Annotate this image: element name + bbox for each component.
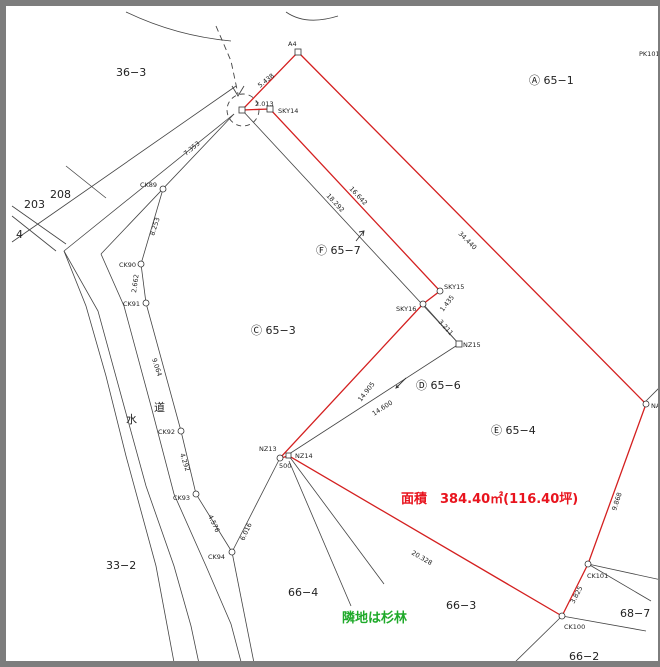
parcel-66-2: 66−2 — [569, 650, 599, 663]
dim-1435: 1.435 — [438, 294, 456, 314]
line-ck94-south — [231, 551, 255, 661]
line-ck89-edge — [100, 113, 235, 255]
parcel-d-65-6: Ⓓ 65−6 — [416, 379, 461, 392]
point-ck89: CK89 — [140, 181, 157, 189]
point-ck90: CK90 — [119, 261, 136, 269]
dim-4576: 4.576 — [206, 513, 221, 533]
parcel-36-3: 36−3 — [116, 66, 146, 79]
parcel-33-2: 33−2 — [106, 559, 136, 572]
parcel-203: 203 — [24, 198, 45, 211]
line-sky16-nz15 — [422, 303, 460, 345]
line-nz14-lower — [288, 455, 385, 585]
dim-6016: 6.016 — [239, 522, 254, 542]
line-ck101-east2 — [587, 563, 658, 580]
dim-9868: 9.868 — [610, 491, 623, 511]
point-ck101: CK101 — [587, 572, 608, 580]
line-nz15-nz14 — [285, 343, 460, 457]
line-208-top — [11, 85, 237, 243]
marker-sky16 — [419, 300, 427, 308]
dim-2013: 2.013 — [255, 100, 274, 108]
curve-road-edge-top — [125, 11, 232, 42]
dim-3211: 3.211 — [437, 318, 455, 337]
line-203-second — [11, 215, 57, 252]
label-road: 道 — [154, 400, 165, 414]
marker-ck100 — [558, 612, 566, 620]
point-ck94: CK94 — [208, 553, 225, 561]
dim-20328: 20.328 — [410, 549, 434, 567]
point-sky16: SKY16 — [396, 305, 416, 313]
marker-ck90 — [137, 260, 145, 268]
dim-2662: 2.662 — [130, 274, 141, 294]
point-ck93: CK93 — [173, 494, 190, 502]
point-nz15: NZ15 — [463, 341, 481, 349]
line-nz14-lower2 — [288, 460, 352, 607]
line-ck101-east — [587, 563, 652, 602]
point-ck92: CK92 — [158, 428, 175, 436]
dim-7353: 7.353 — [182, 139, 201, 157]
marker-nz15 — [455, 340, 463, 348]
dim-34440: 34.440 — [457, 230, 479, 252]
line-road-east-edge — [140, 188, 233, 553]
survey-plot-drawing: 36−3 208 203 4 Ⓐ 65−1 Ⓕ 65−7 Ⓒ 65−3 Ⓓ 65… — [11, 11, 660, 663]
point-a4: A4 — [288, 40, 297, 48]
line-ck100-south — [515, 615, 563, 661]
line-ck94-nz13 — [231, 457, 281, 553]
survey-markers — [137, 48, 650, 620]
marker-circle-point — [238, 106, 246, 114]
area-note: 面積 384.40㎡(116.40坪) — [401, 491, 578, 507]
boundary-polygon — [240, 51, 647, 617]
dim-3825: 3.825 — [569, 585, 585, 605]
marker-sky14 — [266, 105, 274, 113]
line-na1-northeast — [645, 388, 658, 402]
marker-ck91 — [142, 299, 150, 307]
marker-nz14 — [285, 452, 292, 459]
line-road-middle — [100, 253, 242, 661]
parcel-208: 208 — [50, 188, 71, 201]
marker-na1 — [642, 400, 650, 408]
line-208-tick — [65, 165, 107, 199]
dashed-pointer — [215, 25, 260, 127]
marker-ck89 — [159, 185, 167, 193]
curve-road-edge-right — [285, 11, 339, 21]
point-sky14: SKY14 — [278, 107, 298, 115]
point-pk101: PK101 — [639, 50, 660, 58]
point-500: 500 — [279, 462, 291, 470]
marker-ck93 — [192, 490, 200, 498]
point-ck100: CK100 — [564, 623, 585, 631]
dim-4292: 4.292 — [178, 452, 191, 472]
parcel-4: 4 — [16, 228, 23, 241]
parcel-68-7: 68−7 — [620, 607, 650, 620]
marker-sky15 — [436, 287, 444, 295]
parcel-a-65-1: Ⓐ 65−1 — [529, 74, 574, 87]
line-waterway-edge — [63, 250, 199, 661]
line-ck100-east — [561, 615, 647, 632]
existing-boundary-lines — [11, 11, 658, 661]
point-sky15: SKY15 — [444, 283, 464, 291]
line-203-top — [11, 205, 67, 245]
parcel-f-65-7: Ⓕ 65−7 — [316, 244, 361, 257]
parcel-66-4: 66−4 — [288, 586, 318, 599]
line-upper-left — [63, 113, 235, 252]
point-nz13: NZ13 — [259, 445, 277, 453]
dim-5438: 5.438 — [256, 72, 276, 90]
marker-a4 — [294, 48, 302, 56]
dim-8253: 8.253 — [148, 216, 161, 236]
marker-ck101 — [584, 560, 592, 568]
point-na1: NA1 — [651, 402, 660, 410]
direction-arrows — [355, 230, 407, 389]
label-water: 水 — [126, 413, 137, 426]
point-nz14: NZ14 — [295, 452, 313, 460]
marker-nz13 — [276, 454, 284, 462]
neighbor-note: 隣地は杉林 — [342, 610, 407, 626]
line-waterway-west — [63, 250, 175, 661]
marker-ck92 — [177, 427, 185, 435]
dim-14600: 14.600 — [371, 399, 394, 418]
parcel-66-3: 66−3 — [446, 599, 476, 612]
parcel-c-65-3: Ⓒ 65−3 — [251, 324, 296, 337]
point-ck91: CK91 — [123, 300, 140, 308]
line-sky14-nz15 — [241, 109, 460, 345]
parcel-e-65-4: Ⓔ 65−4 — [491, 424, 536, 437]
marker-ck94 — [228, 548, 236, 556]
